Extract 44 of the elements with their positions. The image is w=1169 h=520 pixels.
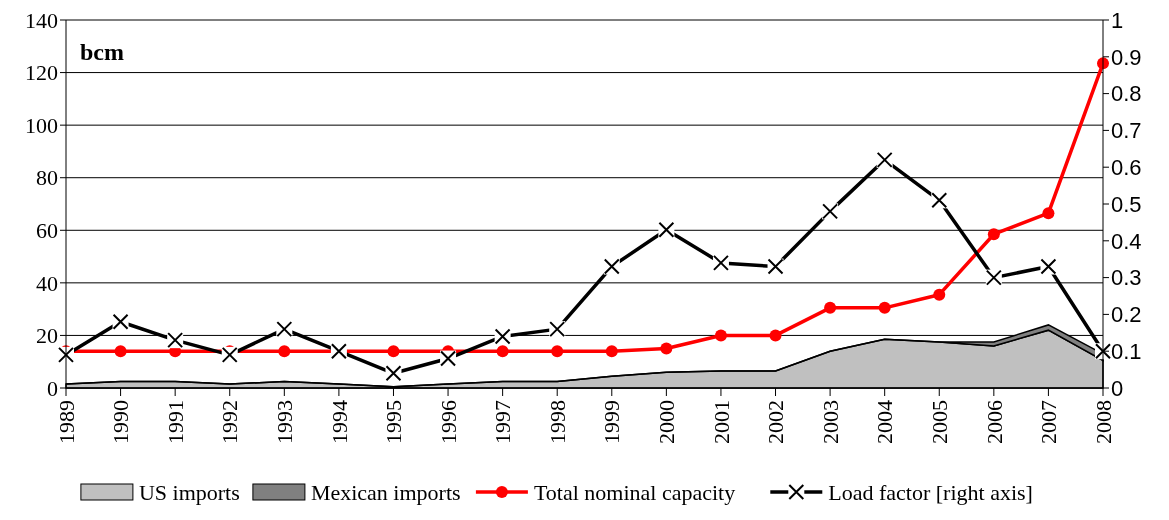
x-tick-label: 2003 [817,400,843,444]
x-tick-label: 1990 [108,400,134,444]
y-tick-label: 140 [25,7,58,33]
y2-tick-label: 0.4 [1111,228,1142,254]
y2-tick-label: 0.6 [1111,154,1142,180]
legend-label: US imports [138,479,240,505]
x-tick-label: 1993 [272,400,298,444]
x-tick-label: 2005 [926,400,952,444]
y2-tick-label: 0.9 [1111,44,1142,70]
x-tick-label: 1999 [599,400,625,444]
y2-tick-label: 0.5 [1111,191,1142,217]
x-tick-label: 2006 [981,400,1007,444]
x-tick-label: 1997 [490,400,516,444]
x-tick-label: 1995 [381,400,407,444]
x-tick-label: 1994 [326,400,352,444]
x-tick-label: 2000 [654,400,680,444]
y2-tick-label: 0.2 [1111,302,1142,328]
x-tick-label: 1996 [435,400,461,444]
y-tick-label: 100 [25,112,58,138]
y2-tick-label: 0.7 [1111,118,1142,144]
y2-tick-label: 0.8 [1111,81,1142,107]
x-tick-label: 1998 [544,400,570,444]
legend-label: Mexican imports [310,479,461,505]
y-tick-label: 120 [25,60,58,86]
x-tick-label: 1989 [53,400,79,444]
x-tick-label: 2001 [708,400,734,444]
legend-label: Load factor [right axis] [828,479,1033,505]
x-tick-label: 1992 [217,400,243,444]
annotation: bcm [80,39,124,65]
x-tick-label: 2008 [1090,400,1116,444]
legend-label: Total nominal capacity [533,479,736,505]
y2-tick-label: 0.3 [1111,265,1142,291]
y2-tick-label: 0.1 [1111,338,1142,364]
x-tick-label: 2002 [763,400,789,444]
y2-tick-label: 0 [1111,375,1124,401]
y2-tick-label: 1 [1111,7,1124,33]
x-tick-label: 1991 [162,400,188,444]
y-tick-label: 20 [36,323,58,349]
x-tick-label: 2004 [872,400,898,444]
y-tick-label: 40 [36,270,58,296]
x-tick-label: 2007 [1036,400,1062,444]
y-tick-label: 60 [36,217,58,243]
y-tick-label: 80 [36,165,58,191]
y-tick-label: 0 [47,375,58,401]
